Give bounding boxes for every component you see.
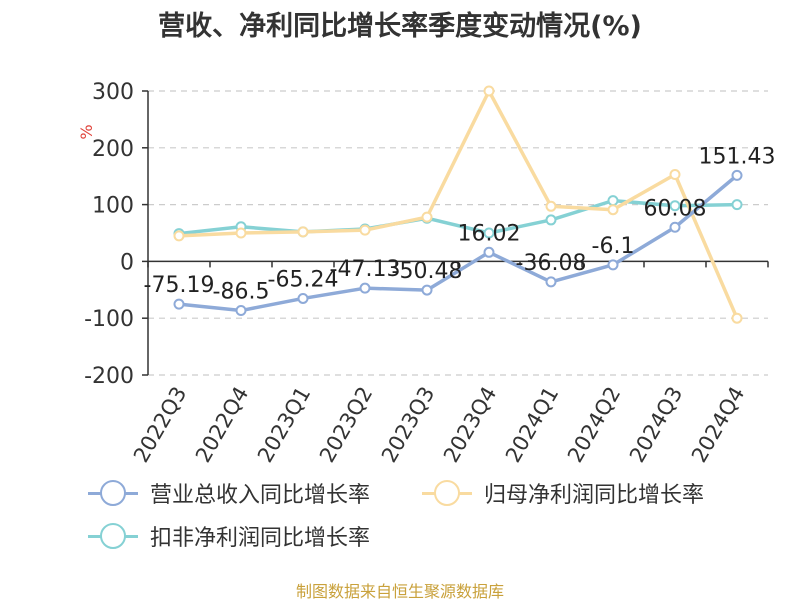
x-tick-label: 2022Q4 [191,383,253,467]
source-note: 制图数据来自恒生聚源数据库 [295,582,504,601]
data-point [235,305,247,317]
data-point [421,211,433,223]
legend-circle-icon [434,480,460,506]
legend-label-net-profit: 归母净利润同比增长率 [484,483,705,508]
legend-label-deducted-profit: 扣非净利润同比增长率 [150,526,371,551]
data-point [297,292,309,304]
data-label: 60.08 [644,196,707,221]
legend-circle-icon [100,480,126,506]
data-point [545,214,557,226]
data-point [545,200,557,212]
data-point [235,227,247,239]
y-tick-label: 200 [92,137,134,162]
legend-swatch-net-profit [422,478,472,508]
x-tick-label: 2023Q4 [439,383,501,467]
legend-item-net-profit[interactable]: 归母净利润同比增长率 [422,478,704,508]
x-tick-label: 2024Q4 [687,383,749,467]
data-point [359,224,371,236]
chart-title: 营收、净利同比增长率季度变动情况(%) [158,11,642,42]
y-tick-label: -100 [84,307,134,332]
data-label: 151.43 [699,144,776,169]
series-lines [173,85,743,324]
data-label: -47.13 [330,257,401,282]
data-labels: -75.19-86.5-65.24-47.13-50.48 16.02 -36.08… [144,144,776,304]
y-tick-label: -200 [84,364,134,389]
legend-item-revenue[interactable]: 营业总收入同比增长率 [88,478,370,508]
data-point [545,276,557,288]
data-point [173,298,185,310]
y-tick-label: 100 [92,194,134,219]
data-point [669,200,681,212]
y-axis-unit-label: % [77,124,96,139]
legend-circle-icon [100,523,126,549]
x-tick-label: 2023Q1 [253,383,315,467]
data-point [731,169,743,181]
x-tick-label: 2023Q2 [315,383,377,467]
data-point [607,259,619,271]
data-label: -86.5 [213,280,270,305]
legend-swatch-deducted-profit [88,521,138,551]
series-line [177,198,739,236]
x-tick-label: 2024Q3 [625,383,687,467]
data-point [297,226,309,238]
y-tick-label: 0 [120,250,134,275]
legend-label-revenue: 营业总收入同比增长率 [150,483,371,508]
data-point [669,221,681,233]
data-label: 16.02 [458,221,521,246]
x-tick-label: 2022Q3 [129,383,191,467]
legend-swatch-revenue [88,478,138,508]
data-point [483,85,495,97]
data-point [607,204,619,216]
data-point [607,195,619,207]
grid-lines [148,90,768,376]
data-point [421,284,433,296]
data-point [731,199,743,211]
series-line [177,173,739,313]
x-tick-label: 2023Q3 [377,383,439,467]
x-tick-label: 2024Q2 [563,383,625,467]
data-point [669,168,681,180]
y-tick-label: 300 [92,80,134,105]
data-label: -50.48 [392,259,463,284]
data-point [173,230,185,242]
data-point [359,282,371,294]
x-tick-label: 2024Q1 [501,383,563,467]
legend-item-deducted-profit[interactable]: 扣非净利润同比增长率 [88,521,370,551]
data-label: -65.24 [268,267,339,292]
data-label: -75.19 [144,273,215,298]
series-line [177,89,739,320]
data-point [483,227,495,239]
data-point [731,312,743,324]
data-point [483,246,495,258]
data-label: -36.08 [516,251,587,276]
data-label: -6.1 [592,234,635,259]
